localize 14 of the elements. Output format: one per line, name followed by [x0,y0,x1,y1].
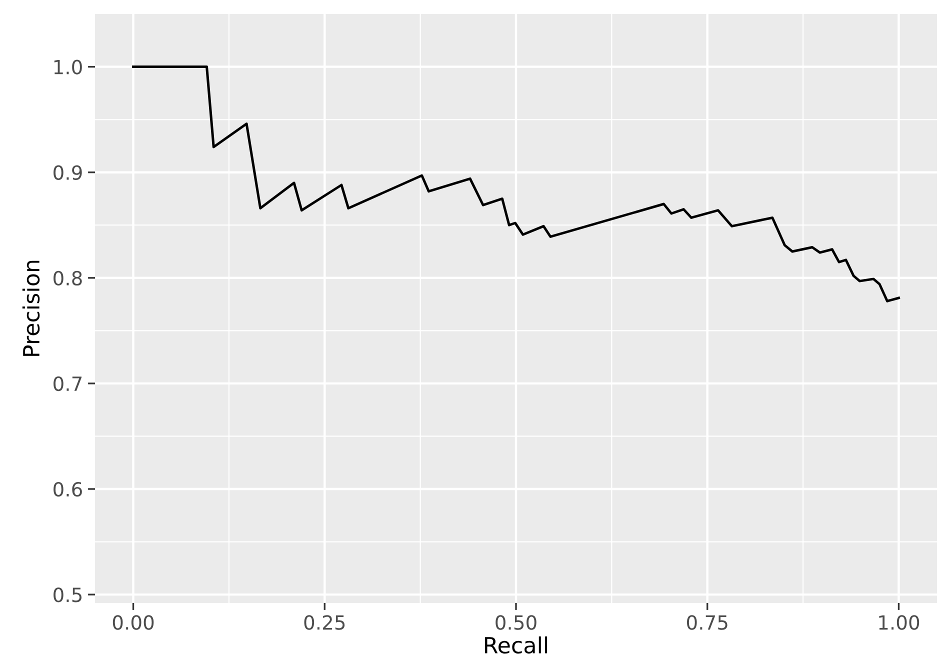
x-axis-title: Recall [485,636,548,654]
x-tick-label: 0.50 [496,615,536,630]
y-tick-label: 0.7 [54,376,82,392]
x-tick-label: 0.25 [304,615,345,630]
y-axis-title: Precision [22,260,40,356]
y-tick-label: 0.9 [54,165,82,180]
y-tick-label: 1.0 [54,60,82,74]
x-tick-label: 1.00 [879,615,920,630]
x-tick-label: 0.00 [112,615,154,630]
line-series [132,66,900,302]
y-tick-label: 0.6 [54,482,82,497]
y-tick-label: 0.5 [54,588,82,602]
y-tick-label: 0.8 [54,270,82,286]
x-tick-label: 0.75 [687,615,728,630]
